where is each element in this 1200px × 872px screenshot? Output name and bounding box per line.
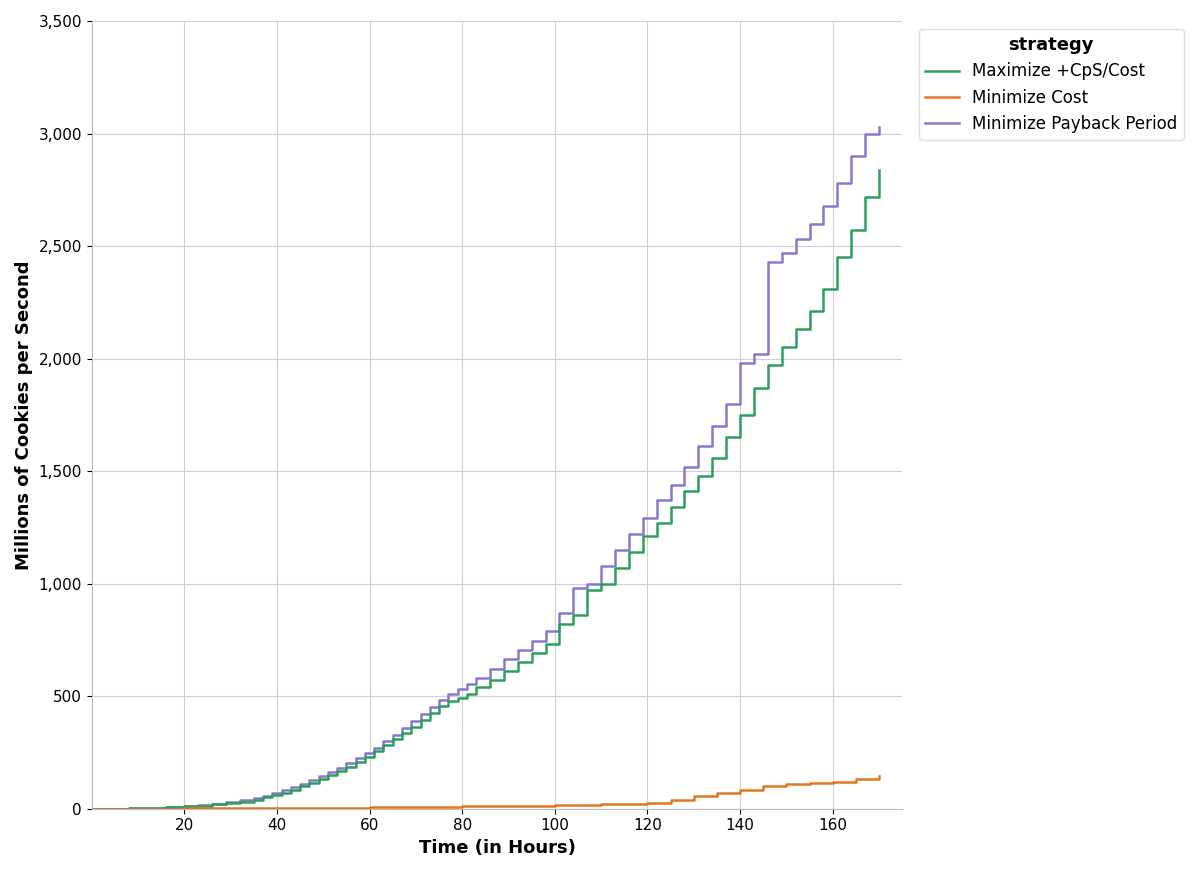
Maximize +CpS/Cost — [450, 693, 464, 704]
Minimize Cost — [455, 800, 469, 811]
Minimize Payback Period — [871, 121, 886, 132]
Minimize Cost — [362, 802, 377, 813]
Minimize Payback Period — [84, 803, 98, 814]
Minimize Cost — [779, 779, 793, 789]
Minimize Payback Period — [340, 758, 354, 768]
Y-axis label: Millions of Cookies per Second: Millions of Cookies per Second — [16, 260, 34, 569]
Minimize Cost — [709, 787, 724, 798]
Line: Minimize Payback Period: Minimize Payback Period — [91, 126, 878, 808]
Maximize +CpS/Cost — [608, 562, 623, 573]
Minimize Payback Period — [858, 128, 872, 139]
Maximize +CpS/Cost — [84, 803, 98, 814]
Minimize Cost — [84, 803, 98, 814]
Minimize Cost — [664, 794, 678, 805]
Minimize Payback Period — [450, 685, 464, 695]
Minimize Payback Period — [320, 766, 335, 777]
Minimize Cost — [733, 784, 748, 794]
Minimize Cost — [826, 776, 840, 787]
Minimize Cost — [871, 771, 886, 781]
Line: Minimize Cost: Minimize Cost — [91, 776, 878, 808]
Minimize Cost — [756, 781, 770, 792]
Maximize +CpS/Cost — [858, 191, 872, 201]
Maximize +CpS/Cost — [432, 701, 446, 712]
Line: Maximize +CpS/Cost: Maximize +CpS/Cost — [91, 169, 878, 808]
Legend: Maximize +CpS/Cost, Minimize Cost, Minimize Payback Period: Maximize +CpS/Cost, Minimize Cost, Minim… — [918, 30, 1184, 140]
X-axis label: Time (in Hours): Time (in Hours) — [419, 839, 575, 857]
Minimize Cost — [178, 803, 192, 814]
Maximize +CpS/Cost — [871, 164, 886, 174]
Minimize Payback Period — [608, 545, 623, 555]
Minimize Cost — [641, 797, 655, 807]
Minimize Cost — [270, 803, 284, 814]
Maximize +CpS/Cost — [340, 762, 354, 773]
Minimize Cost — [594, 799, 608, 809]
Minimize Cost — [803, 778, 817, 788]
Minimize Cost — [686, 791, 701, 801]
Minimize Cost — [547, 800, 562, 810]
Minimize Cost — [848, 774, 863, 785]
Minimize Payback Period — [432, 695, 446, 705]
Maximize +CpS/Cost — [320, 770, 335, 780]
